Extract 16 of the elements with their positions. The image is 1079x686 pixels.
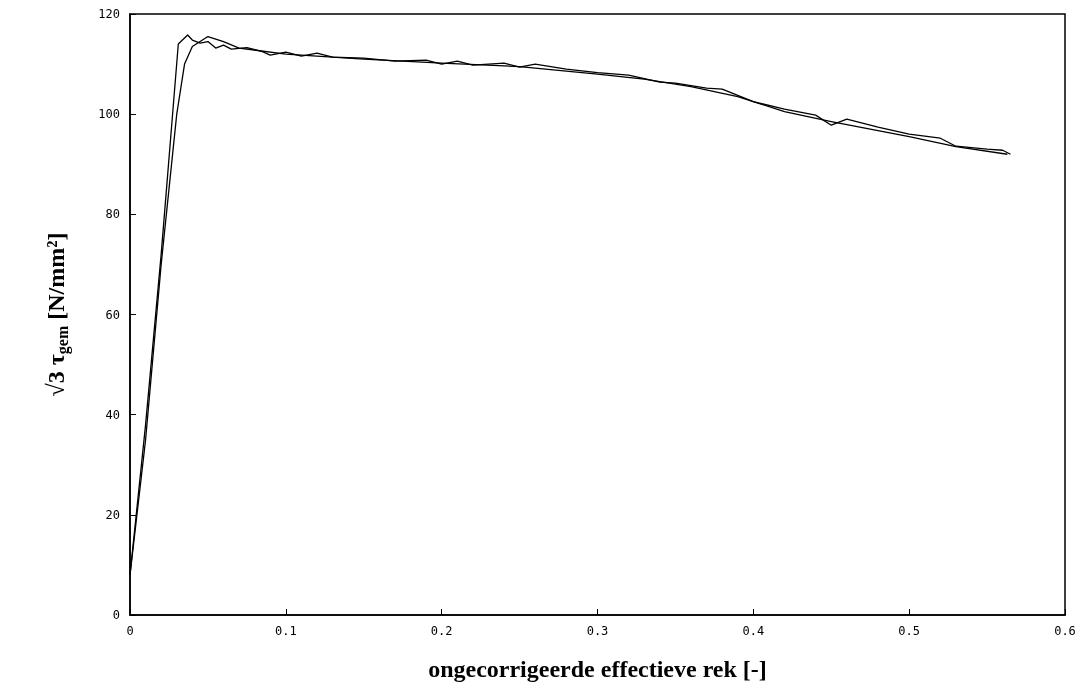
x-tick-label: 0 xyxy=(126,624,134,638)
x-tick-label: 0.4 xyxy=(742,624,765,638)
x-tick-label: 0.2 xyxy=(430,624,453,638)
x-tick-label: 0.5 xyxy=(898,624,921,638)
x-axis-title: ongecorrigeerde effectieve rek [-] xyxy=(428,656,767,682)
y-tick-label: 100 xyxy=(98,107,120,122)
y-tick-label: 80 xyxy=(105,207,120,222)
y-tick-label: 20 xyxy=(105,507,120,522)
y-tick-label: 0 xyxy=(112,608,120,622)
y-tick-label: 60 xyxy=(105,307,120,322)
y-tick-label: 40 xyxy=(105,407,120,422)
y-axis-title: √3 τgem [N/mm²] xyxy=(43,232,72,397)
x-tick-label: 0.6 xyxy=(1054,624,1076,638)
x-tick-label: 0.1 xyxy=(274,624,297,638)
x-tick-label: 0.3 xyxy=(586,624,609,638)
y-tick-label: 120 xyxy=(98,7,120,21)
